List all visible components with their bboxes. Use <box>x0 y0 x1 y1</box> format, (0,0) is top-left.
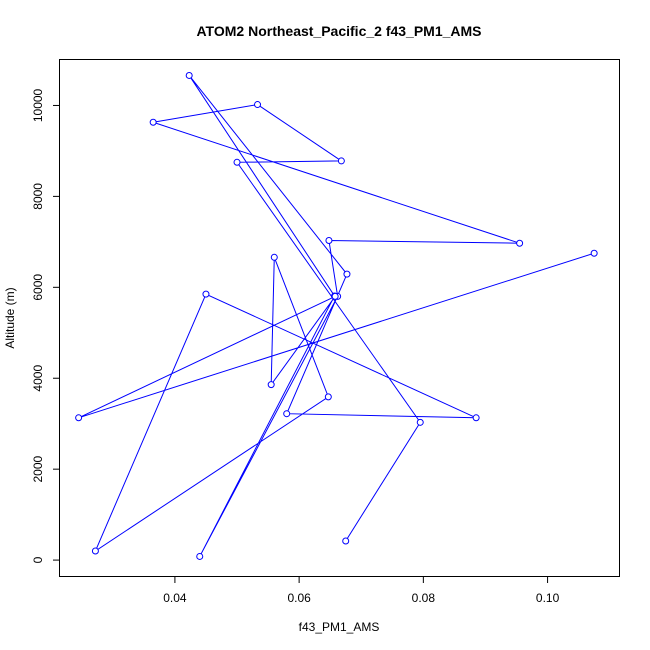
data-point <box>75 414 83 422</box>
data-point <box>91 547 99 555</box>
data-point <box>331 292 339 300</box>
data-point <box>270 253 278 261</box>
data-point <box>472 414 480 422</box>
x-tick-label: 0.04 <box>163 591 187 605</box>
y-axis-label: Altitude (m) <box>3 287 17 348</box>
data-point <box>283 410 291 418</box>
plot-frame <box>59 59 620 577</box>
series-layer <box>75 71 598 560</box>
y-tick-label: 10000 <box>31 88 45 122</box>
y-tick-label: 6000 <box>31 274 45 301</box>
y-tick-label: 8000 <box>31 183 45 210</box>
data-point <box>325 236 333 244</box>
data-point <box>590 249 598 257</box>
data-point <box>342 537 350 545</box>
data-point <box>337 157 345 165</box>
x-tick-label: 0.10 <box>536 591 560 605</box>
data-point <box>202 290 210 298</box>
data-point <box>254 101 262 109</box>
data-point <box>343 270 351 278</box>
y-tick-label: 4000 <box>31 365 45 392</box>
y-tick-label: 2000 <box>31 455 45 482</box>
x-axis: 0.04 0.06 0.08 0.10 <box>163 576 560 605</box>
data-point <box>267 381 275 389</box>
x-tick-label: 0.06 <box>287 591 311 605</box>
data-point <box>516 239 524 247</box>
y-axis: 0 2000 4000 6000 8000 10000 <box>31 88 60 563</box>
data-point <box>185 71 193 79</box>
data-point <box>149 118 157 126</box>
x-tick-label: 0.08 <box>412 591 436 605</box>
data-point <box>196 552 204 560</box>
data-point <box>324 393 332 401</box>
y-tick-label: 0 <box>31 556 45 563</box>
data-point <box>233 158 241 166</box>
chart-title: ATOM2 Northeast_Pacific_2 f43_PM1_AMS <box>196 23 481 39</box>
x-axis-label: f43_PM1_AMS <box>299 620 380 634</box>
series-line <box>78 75 595 557</box>
data-point <box>416 418 424 426</box>
